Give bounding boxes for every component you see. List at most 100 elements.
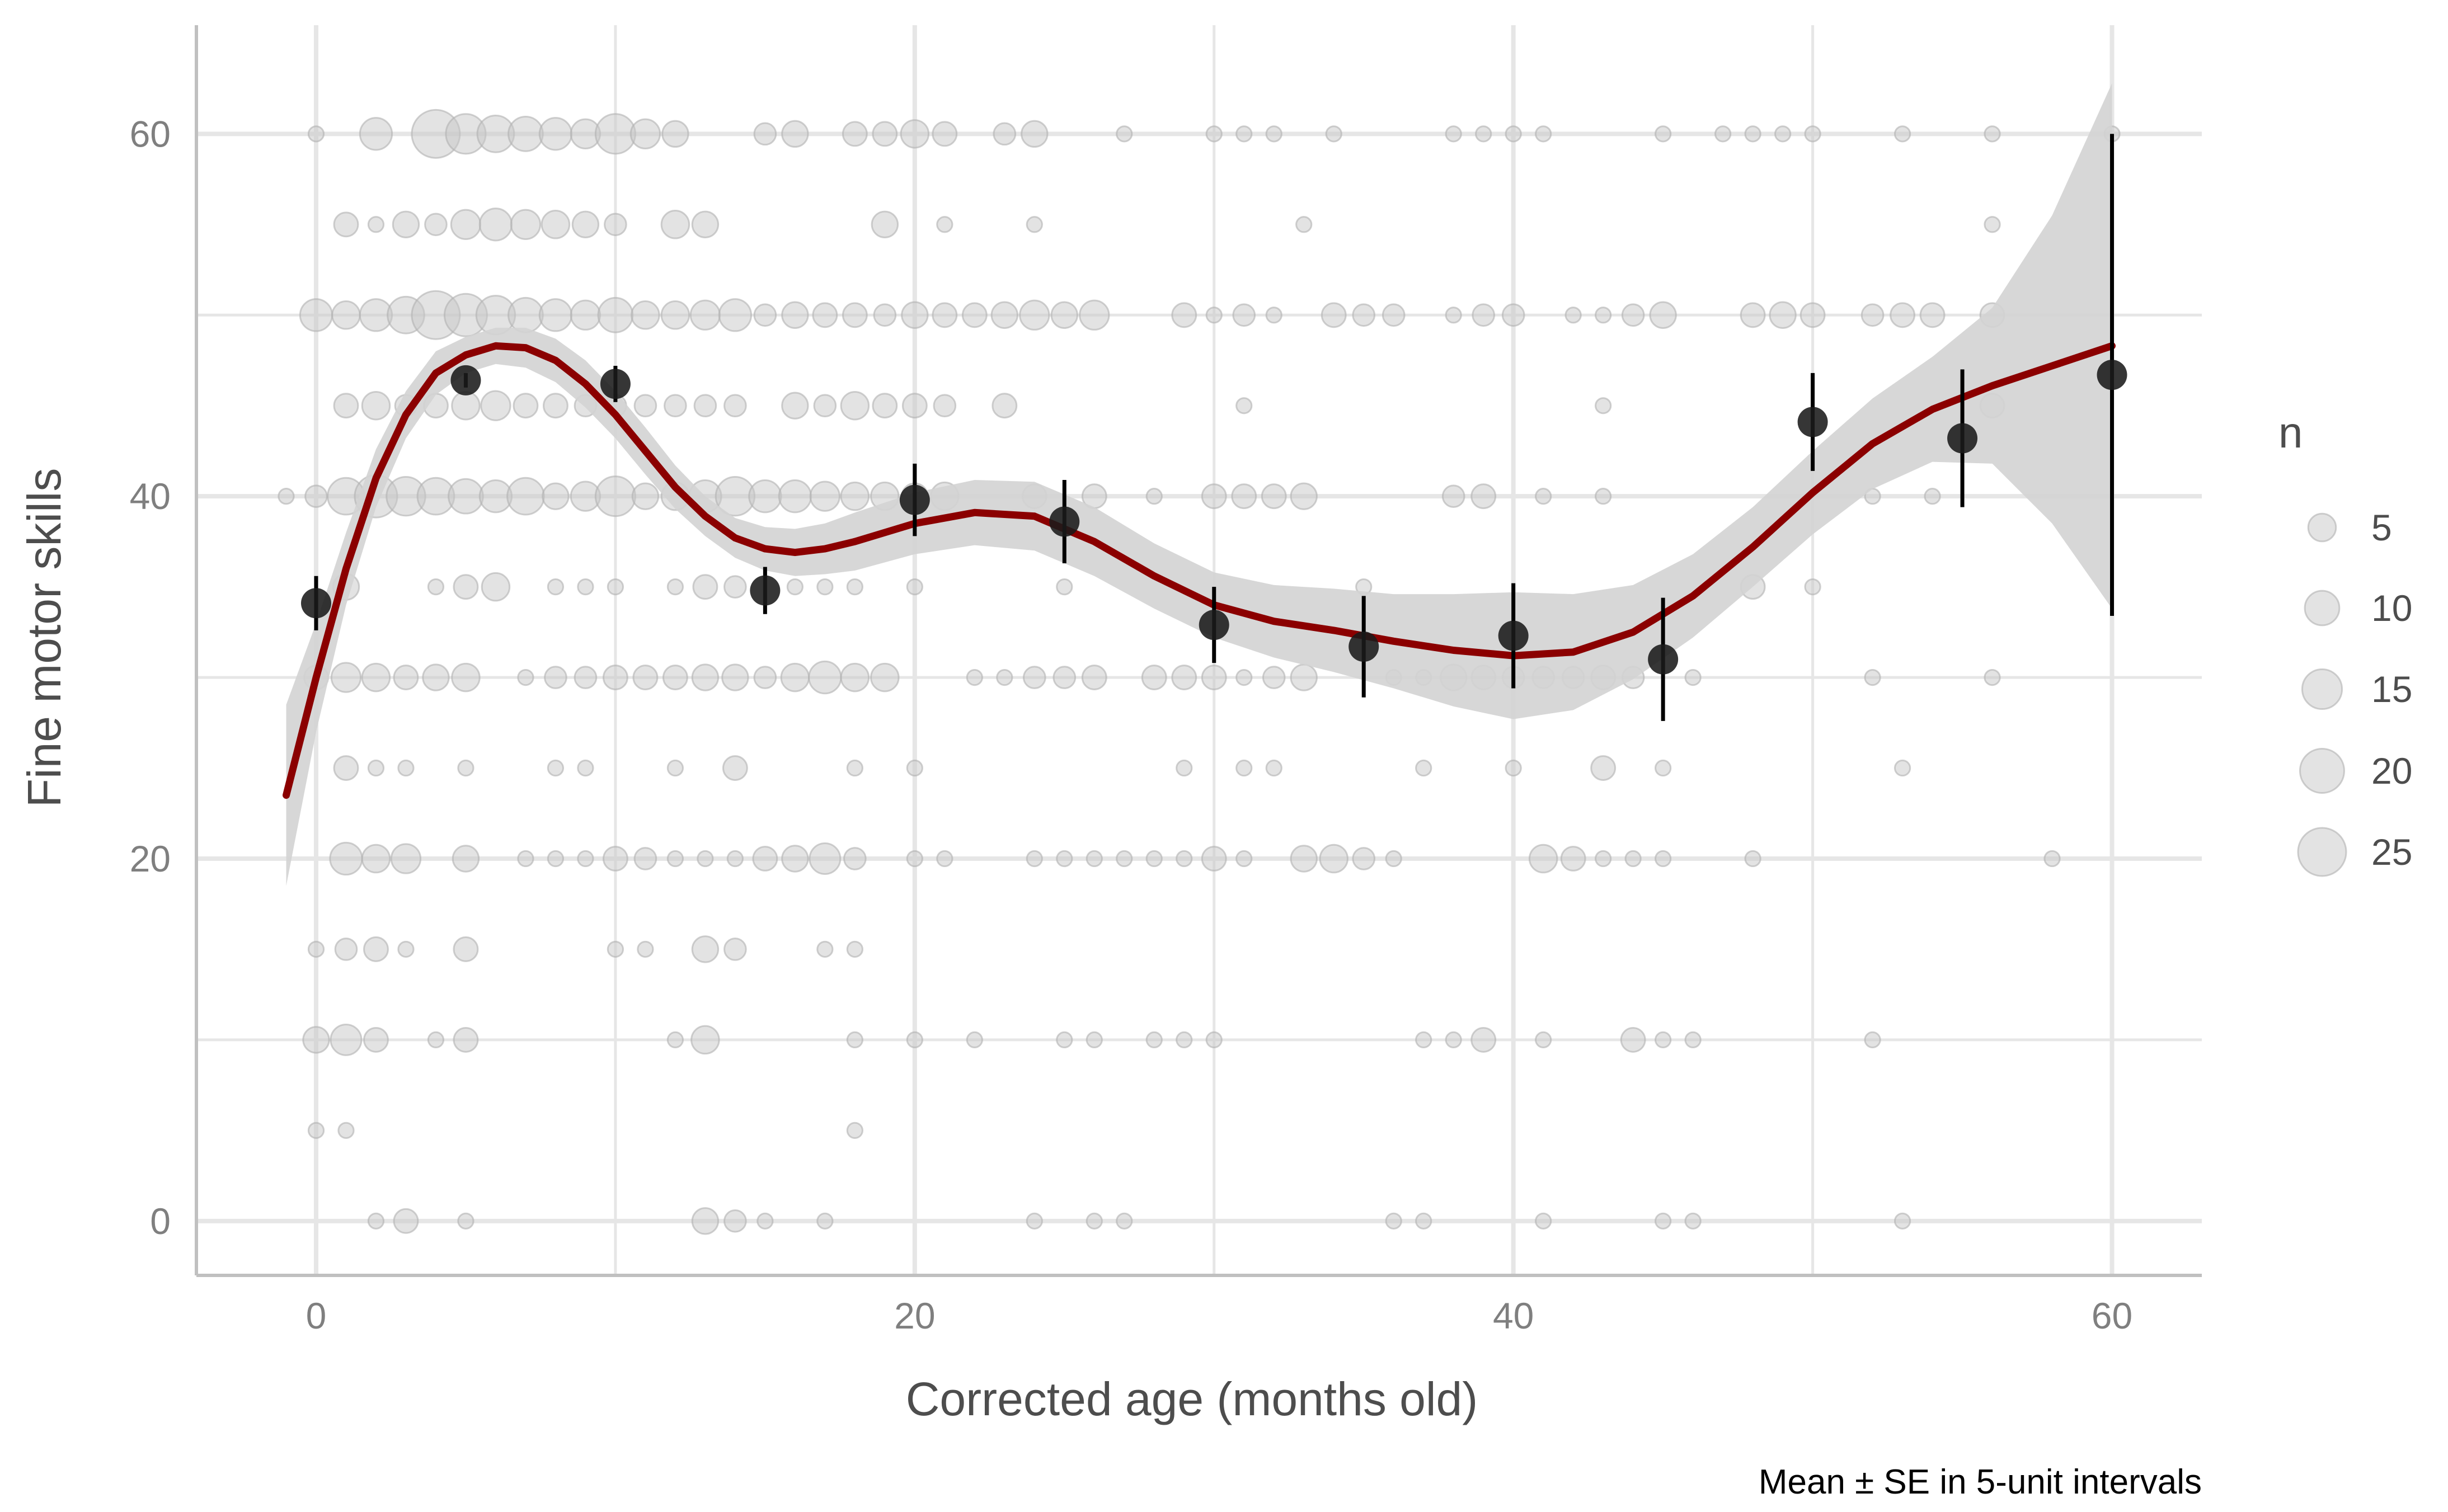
data-point <box>1056 578 1073 596</box>
data-point <box>906 759 923 777</box>
mean-point <box>1648 644 1679 675</box>
data-point <box>422 663 450 691</box>
y-axis-title: Fine motor skills <box>18 468 71 808</box>
data-point <box>693 394 717 418</box>
data-point <box>843 847 867 870</box>
data-point <box>333 755 359 781</box>
data-point <box>813 394 837 418</box>
data-point <box>1231 483 1257 510</box>
data-point <box>1595 397 1612 414</box>
mean-point <box>2097 360 2127 390</box>
data-point <box>633 394 657 418</box>
data-point <box>330 1023 363 1056</box>
legend-label: 5 <box>2371 507 2392 548</box>
data-point <box>1528 844 1558 874</box>
legend-label: 25 <box>2371 831 2412 873</box>
data-point <box>577 578 594 596</box>
x-axis-title: Corrected age (months old) <box>906 1373 1478 1425</box>
data-point <box>538 298 573 332</box>
mean-point <box>899 484 930 515</box>
data-point <box>718 298 753 332</box>
data-point <box>690 1025 720 1055</box>
y-tick-label: 40 <box>130 475 171 517</box>
data-point <box>816 578 834 596</box>
data-point <box>996 668 1013 686</box>
data-point <box>757 1212 774 1230</box>
data-point <box>936 216 953 233</box>
data-point <box>753 122 777 146</box>
data-point <box>871 210 899 239</box>
data-point <box>846 1122 863 1139</box>
data-point <box>1655 125 1672 143</box>
data-point <box>1079 299 1110 331</box>
data-point <box>1265 125 1282 143</box>
data-point <box>666 850 684 868</box>
data-point <box>1290 663 1318 691</box>
data-point <box>1595 850 1612 868</box>
data-point <box>1262 666 1286 689</box>
data-point <box>480 390 511 421</box>
data-point <box>1919 302 1946 328</box>
data-point <box>900 119 930 149</box>
data-point <box>508 296 544 333</box>
data-point <box>870 662 900 693</box>
mean-point <box>1797 407 1828 437</box>
data-point <box>1053 666 1077 689</box>
data-point <box>1205 1031 1223 1049</box>
data-point <box>1086 850 1103 868</box>
data-point <box>1176 1031 1193 1049</box>
data-point <box>337 1122 355 1139</box>
data-point <box>1382 303 1406 327</box>
data-point <box>1472 303 1496 327</box>
data-point <box>901 301 929 329</box>
data-point <box>1176 850 1193 868</box>
data-point <box>1086 1031 1103 1049</box>
data-point <box>478 208 513 242</box>
data-point <box>547 759 565 777</box>
data-point <box>508 115 544 152</box>
data-point <box>1624 850 1642 868</box>
data-point <box>840 481 870 511</box>
data-point <box>1804 578 1821 596</box>
data-point <box>873 303 897 327</box>
data-point <box>809 842 842 875</box>
data-point <box>513 393 539 419</box>
data-point <box>577 759 594 777</box>
data-point <box>1201 846 1227 872</box>
data-point <box>2043 850 2061 868</box>
data-point <box>840 662 870 693</box>
data-point <box>1595 488 1612 505</box>
mean-point <box>1199 610 1229 640</box>
data-point <box>781 301 809 329</box>
data-point <box>359 117 393 151</box>
data-point <box>1352 847 1376 870</box>
data-point <box>1145 1031 1163 1049</box>
data-point <box>689 299 721 331</box>
data-point <box>1205 125 1223 143</box>
legend-key <box>2301 668 2343 710</box>
data-point <box>993 122 1017 146</box>
data-point <box>307 125 325 143</box>
data-point <box>842 121 868 147</box>
data-point <box>1984 216 2001 233</box>
data-point <box>1021 120 1049 148</box>
data-point <box>1265 307 1282 324</box>
data-point <box>602 665 628 691</box>
data-point <box>1769 301 1797 329</box>
data-point <box>901 393 928 419</box>
data-point <box>1086 1212 1103 1230</box>
data-point <box>666 578 684 596</box>
data-point <box>1621 303 1645 327</box>
legend-label: 15 <box>2371 668 2412 710</box>
data-point <box>992 393 1018 419</box>
data-point <box>517 668 534 686</box>
data-point <box>660 300 690 330</box>
data-point <box>753 303 777 327</box>
data-point <box>1265 759 1282 777</box>
data-point <box>1890 302 1916 328</box>
data-point <box>1505 759 1522 777</box>
data-point <box>450 209 482 240</box>
mean-point <box>450 365 481 395</box>
data-point <box>812 302 838 328</box>
data-point <box>574 666 598 689</box>
